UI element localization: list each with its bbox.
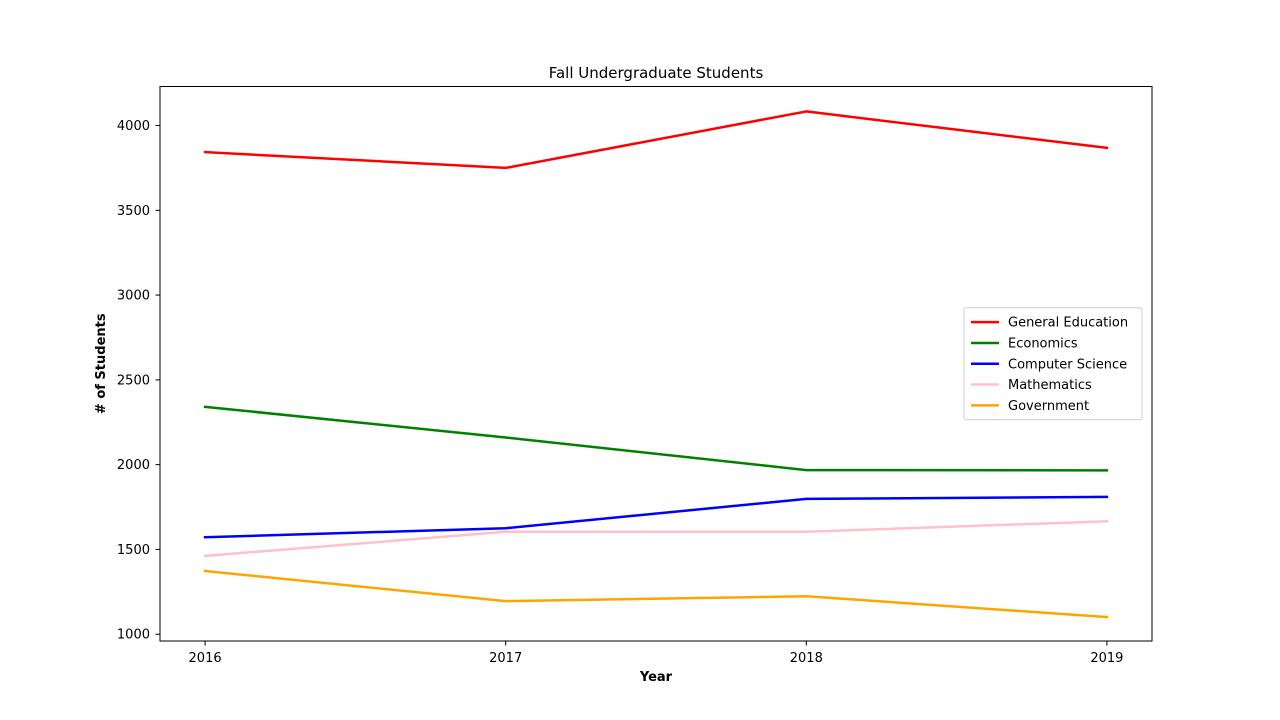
x-tick-label: 2016 (189, 651, 222, 666)
series-line-computer-science (203, 495, 1109, 539)
plot-frame (159, 86, 1153, 642)
chart-title: Fall Undergraduate Students (549, 64, 764, 82)
legend-label-mathematics: Mathematics (1008, 378, 1092, 393)
legend-label-economics: Economics (1008, 336, 1078, 351)
legend-box (963, 307, 1143, 421)
legend-label-general-education: General Education (1008, 316, 1128, 331)
y-tick-label: 3000 (117, 289, 150, 304)
y-tick-label: 3500 (117, 204, 150, 219)
series-line-economics (203, 405, 1109, 472)
series-line-mathematics (203, 519, 1109, 558)
x-tick-label: 2017 (489, 651, 522, 666)
x-tick-label: 2019 (1090, 651, 1123, 666)
y-tick-label: 2000 (117, 458, 150, 473)
y-tick-label: 1000 (117, 628, 150, 643)
x-axis: 2016 2017 2018 2019 (189, 641, 1123, 666)
y-tick-label: 4000 (117, 119, 150, 134)
series-line-government (203, 569, 1109, 619)
series-line-general-education (203, 110, 1109, 170)
legend: General Education Economics Computer Scien… (963, 307, 1143, 421)
y-tick-label: 1500 (117, 543, 150, 558)
x-axis-label: Year (639, 670, 673, 685)
y-axis: 1000 1500 2000 2500 3000 3500 4000 (117, 119, 160, 643)
legend-label-government: Government (1008, 399, 1089, 414)
legend-label-computer-science: Computer Science (1008, 357, 1127, 372)
y-axis-label: # of Students (94, 313, 109, 414)
y-tick-label: 2500 (117, 373, 150, 388)
x-tick-label: 2018 (790, 651, 823, 666)
series-lines (203, 110, 1109, 619)
